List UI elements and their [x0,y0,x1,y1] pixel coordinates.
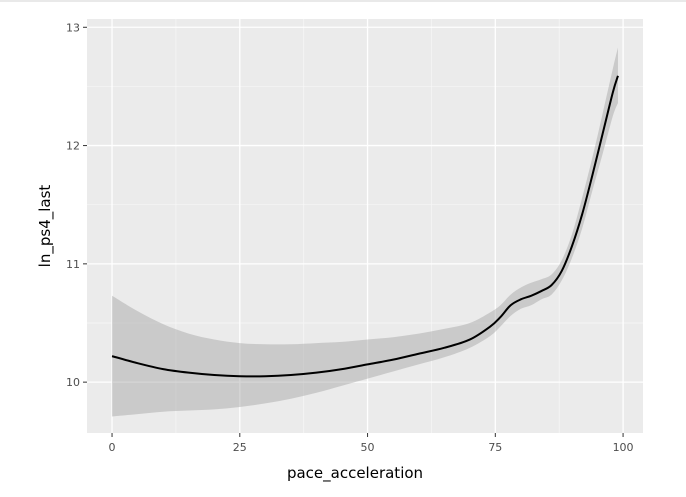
y-axis-ticks: 10 11 12 13 [66,21,87,389]
smooth-line [111,75,619,378]
y-tick-label: 13 [66,21,80,34]
x-axis-ticks: 0 25 50 75 100 [109,433,634,454]
top-border [0,0,686,2]
y-axis-title: ln_ps4_last [36,185,55,268]
y-tick-label: 12 [66,140,80,153]
minor-gridlines [87,19,643,433]
x-axis-title: pace_acceleration [287,464,423,483]
x-tick-label: 100 [613,441,634,454]
confidence-band [112,47,618,417]
x-tick-label: 50 [361,441,375,454]
y-tick-label: 11 [66,258,80,271]
x-tick-label: 0 [109,441,116,454]
y-tick-label: 10 [66,376,80,389]
x-tick-label: 75 [488,441,502,454]
x-tick-label: 25 [233,441,247,454]
